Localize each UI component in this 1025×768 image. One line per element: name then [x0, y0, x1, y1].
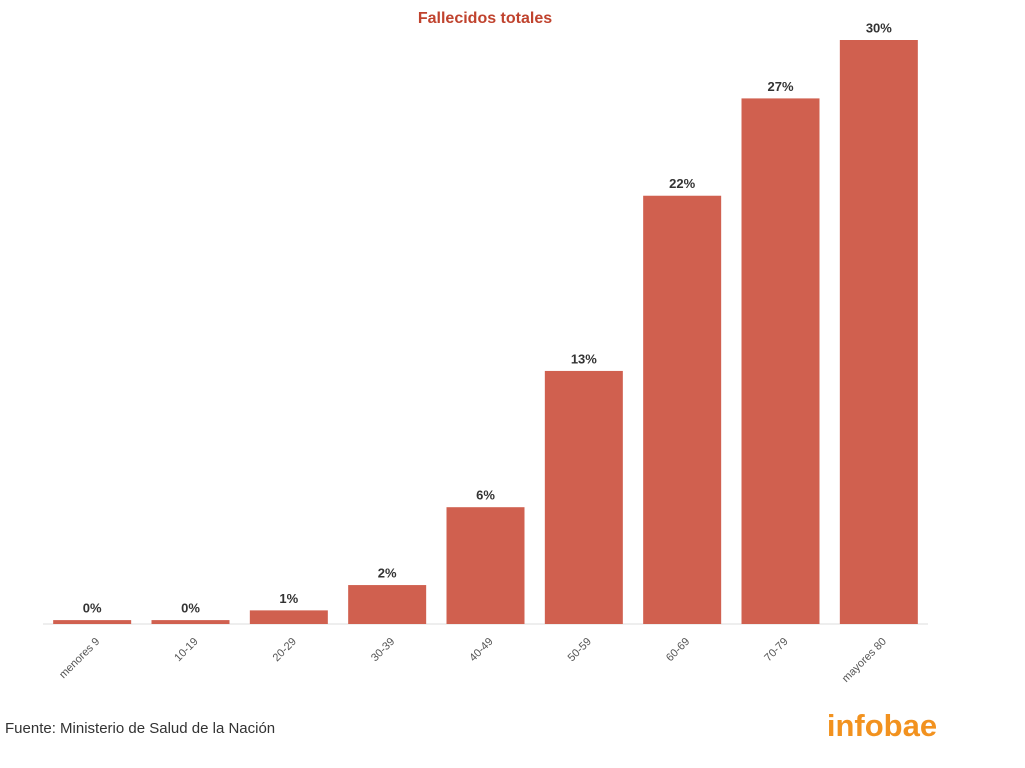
value-label: 27% — [767, 79, 793, 94]
x-tick-label: 60-69 — [664, 636, 692, 664]
bar — [741, 98, 820, 624]
x-tick-label: 40-49 — [467, 636, 495, 664]
bar — [151, 620, 230, 624]
value-label: 30% — [866, 20, 892, 35]
bar — [249, 610, 328, 624]
x-tick-label: 20-29 — [271, 636, 299, 664]
value-label: 13% — [571, 351, 597, 366]
value-label: 6% — [476, 488, 495, 503]
x-tick-label: 30-39 — [369, 636, 397, 664]
x-tick-label: 50-59 — [566, 636, 594, 664]
value-label: 1% — [279, 591, 298, 606]
x-tick-label: mayores 80 — [840, 636, 889, 685]
bar — [544, 370, 623, 624]
value-label: 2% — [378, 566, 397, 581]
bar — [643, 195, 722, 624]
bar — [839, 40, 918, 624]
logo: infobae — [827, 708, 937, 743]
chart-title: Fallecidos totales — [418, 10, 552, 27]
source: Fuente: Ministerio de Salud de la Nación — [5, 720, 275, 737]
x-tick-label: 70-79 — [762, 636, 790, 664]
bar — [53, 620, 132, 624]
value-label: 22% — [669, 176, 695, 191]
bar — [348, 585, 427, 624]
bar — [446, 507, 525, 624]
x-tick-label: menores 9 — [57, 636, 102, 681]
value-label: 0% — [83, 601, 102, 616]
value-label: 0% — [181, 601, 200, 616]
x-tick-label: 10-19 — [172, 636, 200, 664]
